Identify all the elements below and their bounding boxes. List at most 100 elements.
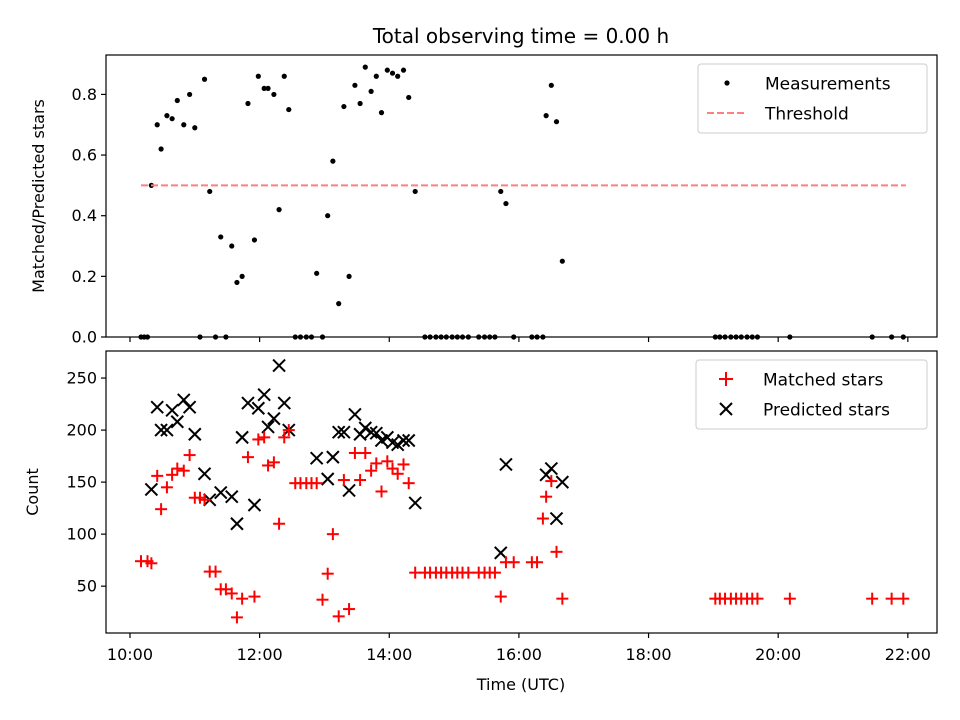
predicted-star-point [165, 403, 179, 418]
measurement-point [181, 122, 187, 128]
measurement-point [164, 113, 170, 119]
top-legend: Measurements Threshold [697, 63, 928, 134]
matched-star-point [310, 477, 323, 490]
matched-star-point [391, 467, 404, 480]
matched-star-point [531, 556, 544, 569]
x-axis-label: Time (UTC) [476, 675, 565, 694]
measurement-point [559, 258, 565, 264]
legend-matched-label: Matched stars [763, 371, 883, 391]
matched-star-point [540, 490, 553, 503]
measurement-point [281, 73, 287, 79]
matched-star-point [550, 545, 563, 558]
matched-star-point [258, 431, 271, 444]
predicted-star-point [555, 475, 570, 489]
matched-star-point [326, 528, 339, 541]
measurement-point [265, 85, 271, 91]
measurement-point [368, 88, 374, 94]
predicted-star-point [408, 496, 422, 510]
predicted-star-point [177, 393, 191, 407]
matched-star-point [337, 474, 350, 487]
measurement-point [271, 91, 277, 98]
matched-star-point [354, 474, 367, 487]
measurement-point [336, 301, 342, 307]
legend-threshold-label: Threshold [764, 105, 849, 125]
x-tick-label: 14:00 [366, 645, 412, 664]
bottom-panel-ticks: 50 100 150 200 250 10:00 12:00 14:00 16:00 18:00 2… [66, 369, 930, 664]
matched-star-point [866, 592, 879, 605]
matched-star-point [885, 592, 898, 605]
predicted-star-point [225, 489, 239, 504]
predicted-star-point [214, 485, 228, 500]
top-y-tick-label: 0.8 [72, 85, 97, 104]
matched-star-point [248, 590, 261, 603]
x-tick-label: 18:00 [625, 645, 671, 664]
measurement-point [169, 116, 175, 122]
matched-star-point [252, 433, 265, 446]
measurement-point [352, 82, 358, 88]
matched-star-point [386, 462, 399, 475]
matched-star-point [171, 462, 184, 475]
measurement-point [245, 100, 251, 107]
measurement-point [341, 103, 347, 110]
matched-star-point [375, 485, 388, 498]
predicted-star-point [369, 426, 384, 440]
measurement-point [412, 188, 418, 195]
measurement-point [234, 279, 240, 286]
measurement-point [389, 70, 396, 76]
measurement-point [400, 67, 407, 73]
predicted-star-point [499, 457, 513, 472]
measurement-point [251, 237, 258, 243]
matched-star-point [151, 469, 164, 482]
measurement-point [314, 270, 320, 276]
predicted-star-point [272, 358, 286, 373]
matched-star-point [556, 592, 569, 605]
measurement-point [229, 243, 235, 249]
matched-star-point [381, 455, 394, 468]
predicted-stars-points [144, 358, 570, 560]
matched-star-point [365, 464, 378, 477]
matched-star-point [488, 566, 501, 579]
measurement-point [261, 85, 267, 91]
bottom-y-tick-label: 150 [66, 473, 97, 492]
bottom-y-axis-label: Count [23, 468, 42, 516]
measurement-point [192, 125, 198, 131]
measurement-point [218, 234, 224, 240]
matched-star-point [267, 456, 280, 469]
predicted-star-point [170, 415, 185, 429]
predicted-star-point [402, 433, 416, 448]
bottom-legend: Matched stars Predicted stars [695, 359, 928, 430]
predicted-star-point [235, 430, 249, 445]
predicted-star-point [230, 517, 244, 531]
predicted-star-point [188, 427, 202, 441]
predicted-star-point [331, 425, 346, 439]
matched-star-point [209, 565, 222, 578]
measurement-point [330, 158, 336, 164]
measurement-point [207, 188, 213, 195]
matched-star-point [359, 446, 372, 459]
matched-star-point [343, 603, 356, 616]
measurement-point [553, 119, 560, 125]
bottom-panel-frame [105, 350, 938, 634]
predicted-star-point [342, 483, 356, 498]
measurement-point [373, 73, 379, 79]
legend-predicted-marker [719, 402, 733, 416]
predicted-star-point [549, 511, 564, 526]
matched-star-point [348, 446, 361, 459]
matched-star-point [316, 593, 329, 606]
x-tick-label: 20:00 [755, 645, 801, 664]
top-panel-points [138, 64, 906, 340]
matched-star-point [370, 457, 383, 470]
top-y-tick-label: 0.4 [72, 206, 97, 225]
measurement-point [384, 67, 390, 73]
x-tick-label: 10:00 [107, 645, 153, 664]
top-y-tick-label: 0.6 [72, 146, 97, 165]
predicted-star-point [154, 423, 168, 437]
measurement-point [325, 213, 331, 219]
predicted-star-point [390, 437, 405, 452]
matched-star-point [397, 458, 410, 471]
matched-star-point [282, 424, 295, 437]
matched-star-point [402, 477, 415, 490]
top-y-axis-label: Matched/Predicted stars [29, 99, 48, 293]
bottom-y-tick-label: 100 [66, 525, 97, 544]
